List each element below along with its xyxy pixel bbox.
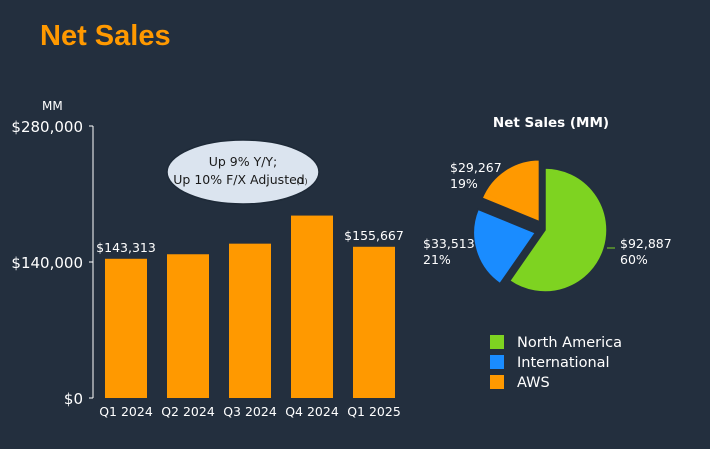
- legend-label: North America: [517, 335, 622, 351]
- y-tick-label: $280,000: [11, 118, 83, 136]
- legend-label: AWS: [517, 375, 550, 391]
- x-tick-label: Q3 2024: [223, 404, 277, 419]
- x-tick-label: Q2 2024: [161, 404, 215, 419]
- growth-callout: Up 9% Y/Y; Up 10% F/X Adjusted (1): [166, 139, 320, 205]
- bar-group: [105, 215, 395, 398]
- legend-swatch: [490, 375, 504, 389]
- callout-footnote: (1): [296, 177, 307, 186]
- bar-data-label: $155,667: [344, 228, 404, 243]
- bar-chart: MM $0 $140,000 $280,000 Q1 2024 Q2 2024 Q3 2…: [11, 99, 403, 419]
- pie-leader-line: [487, 192, 499, 201]
- y-tick-label: $0: [64, 390, 83, 408]
- pie-value-label: $92,887: [620, 236, 672, 251]
- y-axis-ticks: $0 $140,000 $280,000: [11, 118, 93, 408]
- pie-percent-label: 21%: [423, 252, 451, 267]
- y-axis-unit-label: MM: [42, 99, 63, 113]
- callout-line-1: Up 9% Y/Y;: [209, 154, 278, 169]
- page-title: Net Sales: [40, 20, 171, 52]
- pie-title: Net Sales (MM): [493, 115, 609, 131]
- x-tick-label: Q4 2024: [285, 404, 339, 419]
- pie-percent-label: 19%: [450, 176, 478, 191]
- bar: [105, 258, 147, 398]
- bar: [291, 215, 333, 398]
- pie-slices: [472, 158, 608, 293]
- x-tick-label: Q1 2025: [347, 404, 401, 419]
- callout-bubble: [166, 139, 320, 205]
- pie-slice: [472, 208, 537, 285]
- bar-data-label: $143,313: [96, 240, 156, 255]
- callout-line-2: Up 10% F/X Adjusted: [173, 172, 304, 187]
- bar: [353, 246, 395, 398]
- bar: [167, 254, 209, 398]
- x-axis-tick-labels: Q1 2024 Q2 2024 Q3 2024 Q4 2024 Q1 2025: [99, 404, 401, 419]
- pie-legend: North America International AWS: [490, 335, 622, 391]
- legend-swatch: [490, 335, 504, 349]
- bar-data-labels: $143,313 $155,667: [96, 228, 404, 255]
- pie-slice: [481, 158, 541, 223]
- pie-value-label: $33,513: [423, 236, 475, 251]
- bar: [229, 243, 271, 398]
- pie-value-label: $29,267: [450, 160, 502, 175]
- x-tick-label: Q1 2024: [99, 404, 153, 419]
- pie-percent-label: 60%: [620, 252, 648, 267]
- y-tick-label: $140,000: [11, 254, 83, 272]
- pie-slice: [508, 167, 608, 293]
- legend-label: International: [517, 355, 610, 371]
- legend-swatch: [490, 355, 504, 369]
